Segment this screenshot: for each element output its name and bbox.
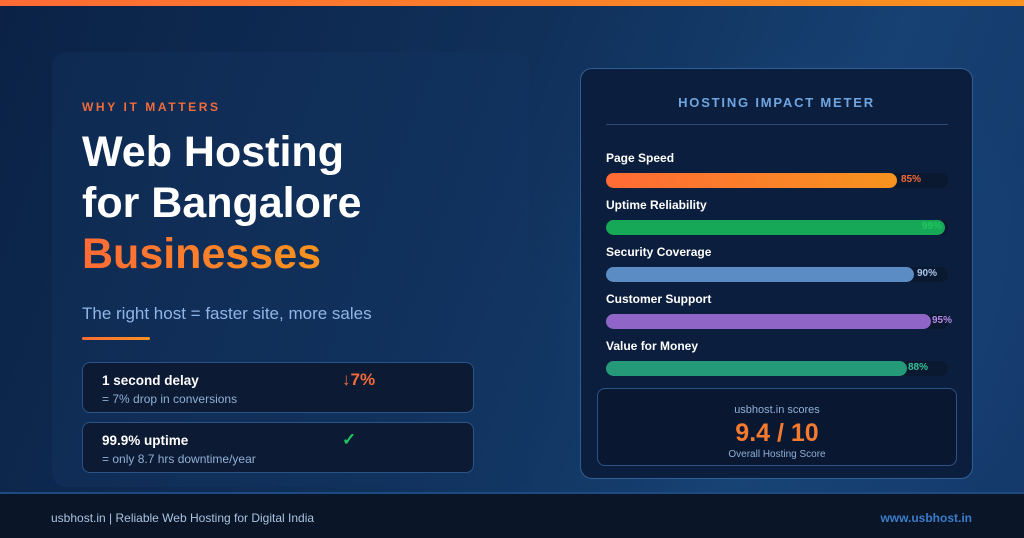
footer-website-link[interactable]: www.usbhost.in: [880, 511, 972, 525]
progress-fill: [606, 267, 914, 282]
meter-divider: [606, 124, 948, 125]
metric-value-for-money: Value for Money 88%: [606, 339, 948, 376]
metric-page-speed: Page Speed 85%: [606, 151, 948, 188]
stat-description: = only 8.7 hrs downtime/year: [102, 452, 256, 466]
stat-card-uptime: 99.9% uptime = only 8.7 hrs downtime/yea…: [82, 422, 474, 473]
stat-description: = 7% drop in conversions: [102, 392, 238, 406]
progress-fill: [606, 361, 907, 376]
metric-value: 99%: [922, 221, 943, 232]
progress-track: 99%: [606, 220, 948, 235]
metric-label: Page Speed: [606, 151, 675, 165]
score-value: 9.4 / 10: [735, 419, 819, 447]
metric-security-coverage: Security Coverage 90%: [606, 245, 948, 282]
metric-value: 90%: [917, 268, 938, 279]
progress-track: 95%: [606, 314, 952, 329]
score-caption: Overall Hosting Score: [728, 449, 826, 460]
title-line-2: for Bangalore: [82, 179, 362, 227]
progress-track: 85%: [606, 173, 948, 188]
stat-title: 1 second delay: [102, 373, 199, 388]
hosting-impact-meter-card: HOSTING IMPACT METER Page Speed 85% Upti…: [580, 68, 973, 479]
metric-value: 85%: [901, 174, 922, 185]
page-title: Web Hosting for Bangalore Businesses: [82, 127, 362, 280]
metric-label: Value for Money: [606, 339, 699, 353]
metric-label: Uptime Reliability: [606, 198, 707, 212]
stat-title: 99.9% uptime: [102, 433, 189, 448]
accent-divider: [82, 337, 150, 340]
progress-track: 90%: [606, 267, 948, 282]
metric-value: 95%: [932, 315, 953, 326]
progress-track: 88%: [606, 361, 948, 376]
title-accent: Businesses: [82, 230, 322, 278]
score-prefix: usbhost.in scores: [734, 404, 820, 416]
metric-label: Customer Support: [606, 292, 712, 306]
progress-fill: [606, 173, 897, 188]
meter-title: HOSTING IMPACT METER: [678, 95, 875, 110]
footer: usbhost.in | Reliable Web Hosting for Di…: [0, 492, 1024, 538]
down-arrow-icon: ↓7%: [342, 370, 376, 389]
metric-value: 88%: [908, 362, 929, 373]
checkmark-icon: ✓: [342, 430, 357, 449]
footer-tagline: usbhost.in | Reliable Web Hosting for Di…: [51, 511, 315, 525]
title-line-1: Web Hosting: [82, 128, 344, 176]
metric-label: Security Coverage: [606, 245, 712, 259]
progress-fill: [606, 314, 931, 329]
top-accent-bar: [0, 0, 1024, 6]
eyebrow-label: WHY IT MATTERS: [82, 100, 221, 114]
intro-panel: [52, 52, 529, 487]
metric-customer-support: Customer Support 95%: [606, 292, 952, 329]
progress-fill: [606, 220, 945, 235]
metric-uptime-reliability: Uptime Reliability 99%: [606, 198, 948, 235]
stat-card-delay: 1 second delay = 7% drop in conversions …: [82, 362, 474, 413]
subtitle: The right host = faster site, more sales: [82, 304, 372, 323]
overall-score-box: usbhost.in scores 9.4 / 10 Overall Hosti…: [597, 388, 957, 466]
